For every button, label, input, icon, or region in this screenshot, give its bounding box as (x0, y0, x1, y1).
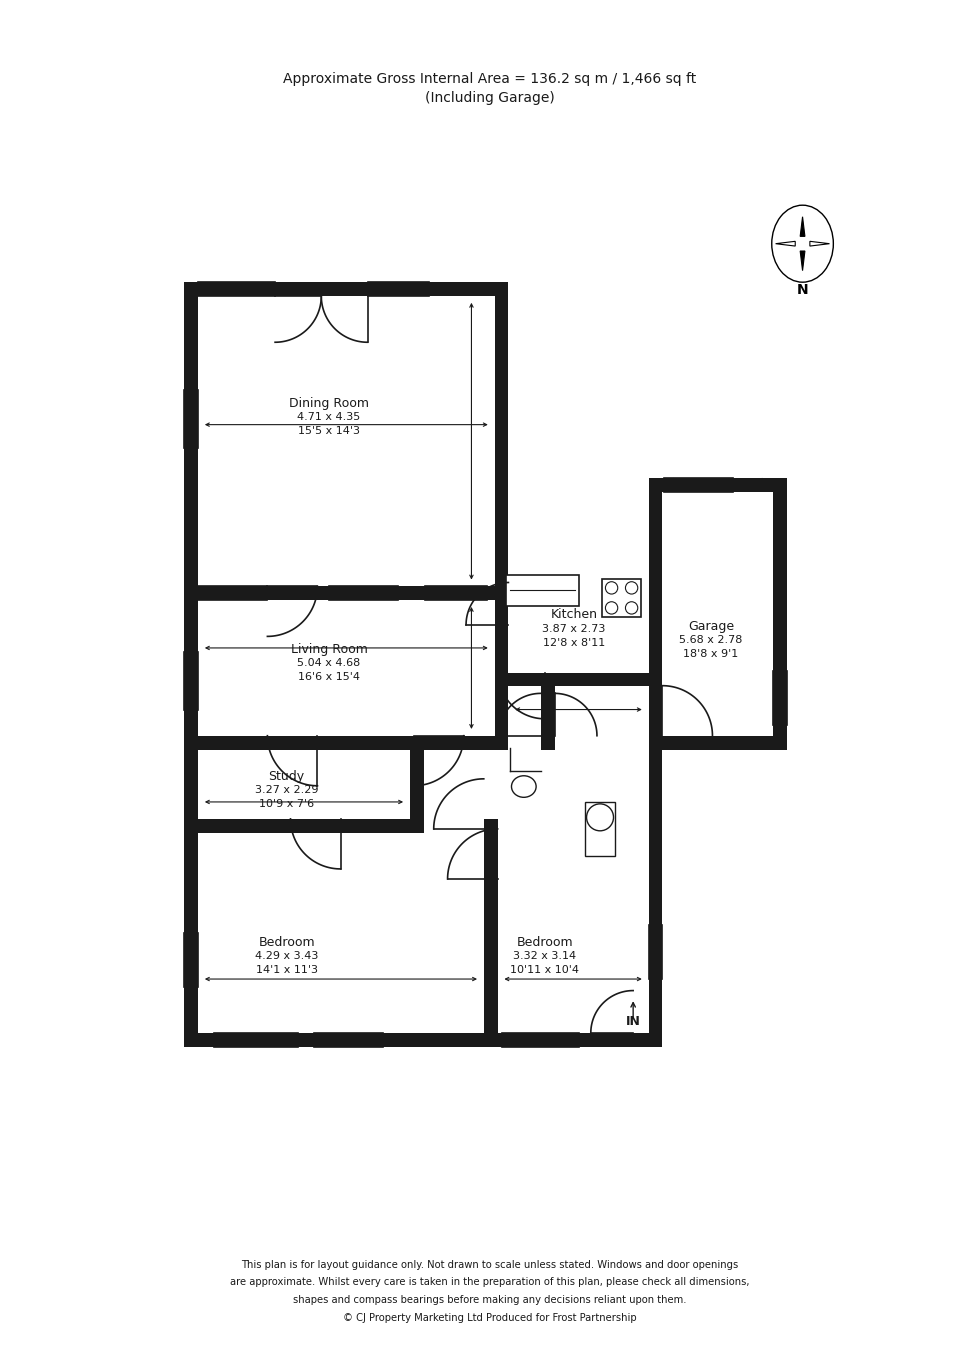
Bar (664, 478, 733, 491)
Bar (506, 575, 579, 605)
Text: 16'6 x 15'4: 16'6 x 15'4 (298, 672, 360, 683)
Bar (290, 818, 341, 833)
Bar (184, 586, 495, 600)
Bar (773, 672, 787, 725)
Text: Bedroom: Bedroom (259, 935, 315, 949)
Bar (649, 478, 773, 491)
Bar (184, 1033, 649, 1046)
Bar (214, 1033, 298, 1046)
Text: Dining Room: Dining Room (289, 396, 369, 410)
Bar (368, 282, 429, 296)
Bar (649, 925, 662, 978)
Text: 18'8 x 9'1: 18'8 x 9'1 (683, 649, 739, 660)
Text: 10'9 x 7'6: 10'9 x 7'6 (259, 799, 315, 809)
Circle shape (625, 582, 638, 594)
Bar (484, 818, 498, 1046)
Ellipse shape (587, 803, 613, 830)
Text: Kitchen: Kitchen (551, 608, 598, 622)
Bar (214, 1033, 298, 1046)
Text: 5.04 x 4.68: 5.04 x 4.68 (297, 658, 361, 669)
Ellipse shape (512, 776, 536, 798)
Text: 12'8 x 8'11: 12'8 x 8'11 (543, 638, 605, 647)
Bar (541, 687, 555, 749)
Text: are approximate. Whilst every care is taken in the preparation of this plan, ple: are approximate. Whilst every care is ta… (230, 1277, 750, 1288)
Circle shape (606, 582, 617, 594)
Bar (184, 651, 198, 710)
Bar (198, 586, 268, 600)
Bar (268, 735, 318, 749)
Bar (649, 478, 662, 1046)
Bar (425, 586, 487, 600)
Text: (Including Garage): (Including Garage) (425, 91, 555, 104)
Bar (184, 651, 198, 710)
Bar (198, 282, 275, 296)
Bar (484, 829, 498, 879)
Text: Living Room: Living Room (290, 643, 368, 655)
Text: N: N (797, 282, 808, 297)
Bar (495, 282, 509, 749)
Text: 14'1 x 11'3: 14'1 x 11'3 (256, 965, 318, 974)
Text: This plan is for layout guidance only. Not drawn to scale unless stated. Windows: This plan is for layout guidance only. N… (241, 1259, 739, 1270)
Bar (662, 735, 773, 749)
Text: Garage: Garage (688, 620, 734, 632)
Text: 3.32 x 3.14: 3.32 x 3.14 (514, 951, 576, 961)
Bar (275, 282, 368, 296)
Text: shapes and compass bearings before making any decisions reliant upon them.: shapes and compass bearings before makin… (293, 1295, 687, 1305)
Bar (591, 1033, 633, 1046)
Text: 3.87 x 2.73: 3.87 x 2.73 (542, 624, 606, 634)
Bar (503, 1033, 579, 1046)
Circle shape (625, 601, 638, 615)
Bar (503, 1033, 579, 1046)
Bar (184, 389, 198, 448)
Bar (773, 672, 787, 725)
Bar (603, 578, 641, 617)
Bar (184, 282, 198, 1046)
Bar (662, 478, 732, 491)
Bar (184, 282, 495, 296)
Text: © CJ Property Marketing Ltd Produced for Frost Partnership: © CJ Property Marketing Ltd Produced for… (343, 1312, 637, 1323)
Bar (664, 478, 733, 491)
Bar (184, 932, 198, 987)
Text: Bedroom: Bedroom (516, 935, 573, 949)
Polygon shape (801, 217, 805, 236)
Text: Study: Study (269, 769, 305, 783)
Text: 3.27 x 2.29: 3.27 x 2.29 (255, 786, 318, 795)
Polygon shape (775, 242, 795, 246)
Bar (184, 735, 495, 749)
Bar (329, 586, 398, 600)
Bar (545, 673, 591, 687)
Bar (585, 802, 615, 856)
Text: 4.29 x 3.43: 4.29 x 3.43 (255, 951, 318, 961)
Bar (314, 1033, 383, 1046)
Circle shape (606, 601, 617, 615)
Bar (773, 478, 787, 749)
Bar (184, 818, 423, 833)
Bar (649, 925, 662, 978)
Text: IN: IN (625, 1015, 641, 1027)
Bar (649, 699, 662, 749)
Polygon shape (801, 251, 805, 270)
Text: 4.71 x 4.35: 4.71 x 4.35 (297, 413, 361, 422)
Text: Approximate Gross Internal Area = 136.2 sq m / 1,466 sq ft: Approximate Gross Internal Area = 136.2 … (283, 72, 697, 85)
Bar (410, 749, 423, 833)
Text: 5.68 x 2.78: 5.68 x 2.78 (679, 635, 743, 645)
Bar (268, 586, 318, 600)
Text: 10'11 x 10'4: 10'11 x 10'4 (511, 965, 579, 974)
Bar (314, 1033, 383, 1046)
Polygon shape (809, 242, 829, 246)
Bar (184, 932, 198, 987)
Text: 15'5 x 14'3: 15'5 x 14'3 (298, 426, 360, 436)
Bar (509, 673, 649, 687)
Bar (414, 735, 464, 749)
Bar (184, 389, 198, 448)
Bar (495, 582, 509, 624)
